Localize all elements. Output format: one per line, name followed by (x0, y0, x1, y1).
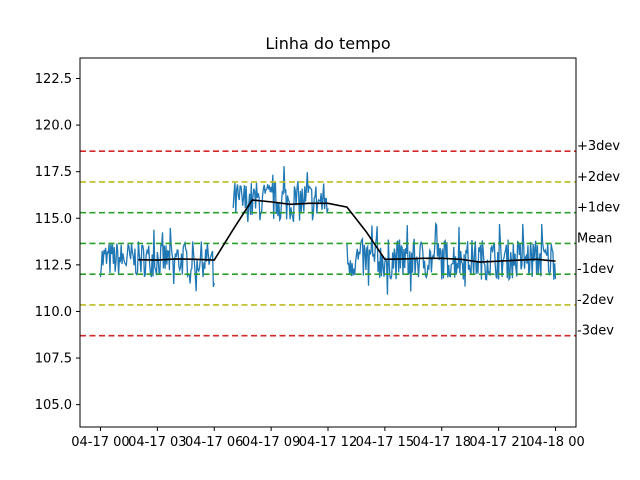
x-tick-label: 04-17 06 (185, 435, 243, 450)
control-line-label: +2dev (577, 170, 620, 185)
axes-frame (79, 57, 577, 428)
rolling-mean-line (138, 199, 556, 263)
x-tick-label: 04-17 09 (242, 435, 300, 450)
control-line-label: +1dev (577, 201, 620, 216)
y-tick-label: 120.0 (35, 119, 72, 134)
plot-area (80, 150, 576, 337)
control-line-label: Mean (577, 231, 612, 246)
control-line-label: -1dev (577, 262, 614, 277)
y-tick-label: 112.5 (35, 258, 72, 273)
control-line-labels: +3dev +2dev +1dev Mean -1dev -2dev -3dev (577, 139, 620, 339)
control-line-label: -2dev (577, 293, 614, 308)
y-axis: 105.0 107.5 110.0 112.5 115.0 117.5 120.0 122.5 (35, 72, 80, 413)
y-tick-label: 122.5 (35, 72, 72, 87)
x-tick-label: 04-17 03 (128, 435, 186, 450)
x-tick-label: 04-18 00 (526, 435, 584, 450)
chart-title: Linha do tempo (265, 34, 390, 53)
y-tick-label: 110.0 (35, 305, 72, 320)
raw-series-segment-2 (232, 166, 329, 223)
x-tick-label: 04-17 15 (356, 435, 414, 450)
x-tick-label: 04-17 18 (413, 435, 471, 450)
x-tick-label: 04-17 00 (71, 435, 129, 450)
y-tick-label: 115.0 (35, 212, 72, 227)
y-tick-label: 107.5 (35, 352, 72, 367)
y-tick-label: 117.5 (35, 165, 72, 180)
x-tick-label: 04-17 12 (299, 435, 357, 450)
y-tick-label: 105.0 (35, 398, 72, 413)
control-line-label: +3dev (577, 139, 620, 154)
control-line-label: -3dev (577, 324, 614, 339)
raw-series-segment-1 (99, 227, 215, 292)
x-tick-label: 04-17 21 (469, 435, 527, 450)
